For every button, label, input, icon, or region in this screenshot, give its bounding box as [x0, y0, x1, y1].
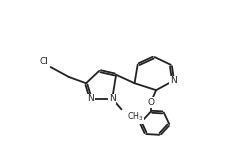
Text: CH$_3$: CH$_3$ — [126, 111, 143, 123]
Text: N: N — [108, 94, 115, 103]
Text: Cl: Cl — [39, 57, 48, 66]
Text: N: N — [87, 94, 94, 103]
Text: O: O — [147, 98, 153, 107]
Text: N: N — [169, 76, 176, 85]
